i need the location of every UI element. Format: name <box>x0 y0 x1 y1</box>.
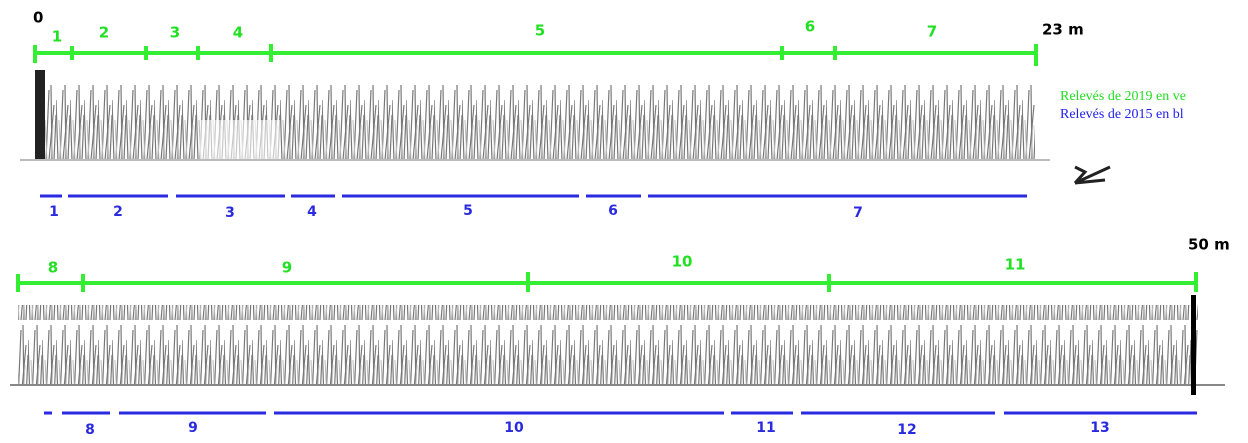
segment-label: 9 <box>282 259 292 277</box>
segment-label: 6 <box>805 18 815 36</box>
segment-label: 3 <box>225 205 235 221</box>
scale-mid: 23 m <box>1042 21 1084 39</box>
segment-label: 5 <box>535 22 545 40</box>
legend-2015: Relevés de 2015 en bl <box>1060 107 1184 122</box>
segment-label: 10 <box>672 253 693 271</box>
transect-diagram: 0 23 m 50 m 1 2 3 4 5 6 7 8 9 10 11 1 2 … <box>0 0 1248 439</box>
segment-label: 7 <box>853 205 863 221</box>
segment-label: 12 <box>897 422 916 438</box>
vegetation <box>10 70 1225 395</box>
legend-2019: Relevés de 2019 en ve <box>1060 89 1186 104</box>
segment-label: 13 <box>1090 420 1109 436</box>
segment-label: 1 <box>49 204 59 220</box>
segment-label: 7 <box>927 23 937 41</box>
segment-label: 8 <box>85 422 95 438</box>
segment-label: 8 <box>48 259 58 277</box>
segment-label: 3 <box>170 24 180 42</box>
segment-label: 1 <box>52 28 62 46</box>
segment-label: 2 <box>113 204 123 220</box>
north-arrow <box>1075 167 1110 183</box>
segment-label: 4 <box>233 24 243 42</box>
scale-start: 0 <box>33 9 43 27</box>
segment-label: 4 <box>307 204 317 220</box>
segment-label: 5 <box>463 203 473 219</box>
segment-label: 11 <box>756 420 775 436</box>
scale-end: 50 m <box>1188 236 1230 254</box>
segment-label: 2 <box>99 24 109 42</box>
segment-label: 11 <box>1005 256 1026 274</box>
segment-label: 10 <box>504 420 524 436</box>
segment-label: 9 <box>188 420 198 436</box>
segment-label: 6 <box>608 203 618 219</box>
